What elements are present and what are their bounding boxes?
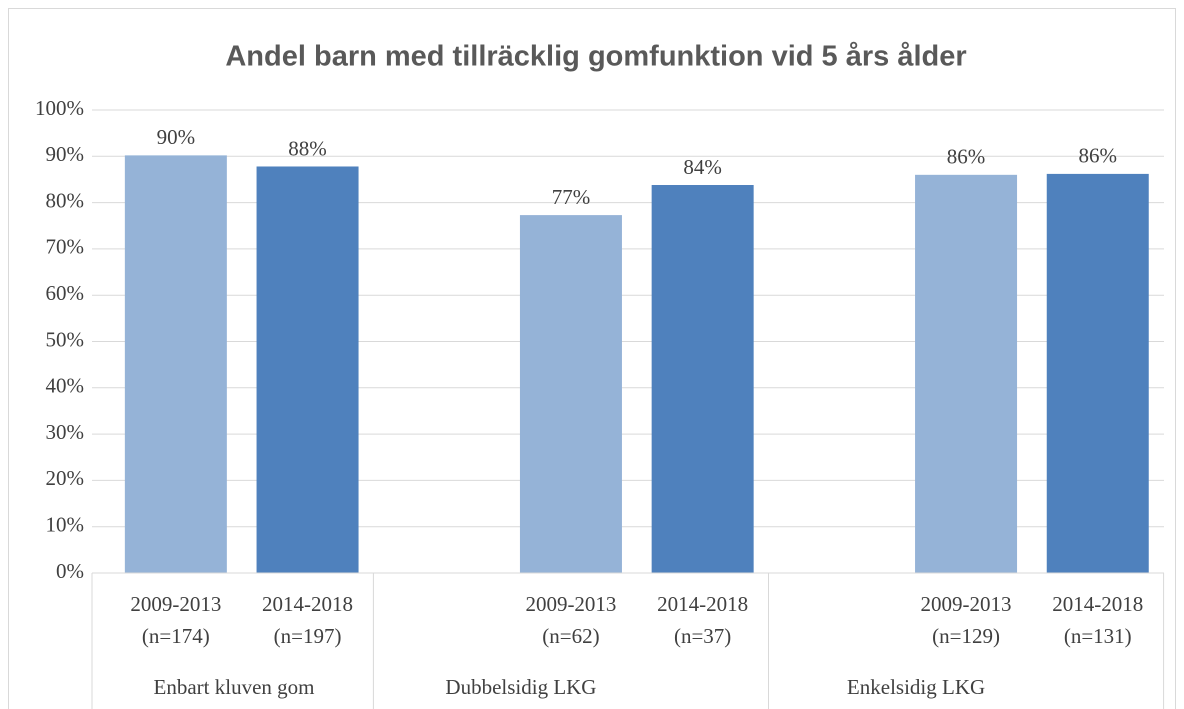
x-tick-label: 2014-2018 (262, 592, 353, 616)
x-tick-label: (n=197) (274, 624, 342, 648)
x-tick-label: 2014-2018 (1052, 592, 1143, 616)
value-label: 86% (1079, 144, 1118, 168)
x-tick-label: 2009-2013 (921, 592, 1012, 616)
y-tick-label: 100% (35, 96, 84, 120)
bar (1046, 173, 1149, 574)
value-label: 86% (947, 145, 986, 169)
group-label: Dubbelsidig LKG (445, 675, 596, 699)
x-tick-label: 2009-2013 (525, 592, 616, 616)
y-tick-label: 40% (46, 374, 85, 398)
value-label: 84% (683, 155, 722, 179)
x-tick-label: 2009-2013 (130, 592, 221, 616)
y-tick-label: 20% (46, 466, 85, 490)
value-label: 88% (288, 136, 327, 160)
y-tick-label: 50% (46, 327, 85, 351)
y-tick-label: 70% (46, 235, 85, 259)
y-tick-label: 30% (46, 420, 85, 444)
x-tick-label: (n=129) (932, 624, 1000, 648)
x-tick-label: 2014-2018 (657, 592, 748, 616)
group-label: Enkelsidig LKG (847, 675, 985, 699)
bar (519, 215, 622, 573)
value-label: 77% (552, 185, 591, 209)
bar (651, 185, 754, 574)
y-tick-label: 90% (46, 142, 85, 166)
chart-title: Andel barn med tillräcklig gomfunktion v… (225, 41, 966, 73)
x-tick-label: (n=37) (674, 624, 731, 648)
bar (915, 174, 1018, 573)
y-tick-label: 10% (46, 513, 85, 537)
x-tick-label: (n=62) (542, 624, 599, 648)
y-tick-label: 60% (46, 281, 85, 305)
bar (256, 166, 359, 573)
group-label: Enbart kluven gom (154, 675, 315, 699)
x-tick-label: (n=131) (1064, 624, 1132, 648)
y-tick-label: 80% (46, 188, 85, 212)
bar (124, 155, 227, 573)
value-label: 90% (157, 125, 196, 149)
y-tick-label: 0% (56, 559, 84, 583)
x-tick-label: (n=174) (142, 624, 210, 648)
